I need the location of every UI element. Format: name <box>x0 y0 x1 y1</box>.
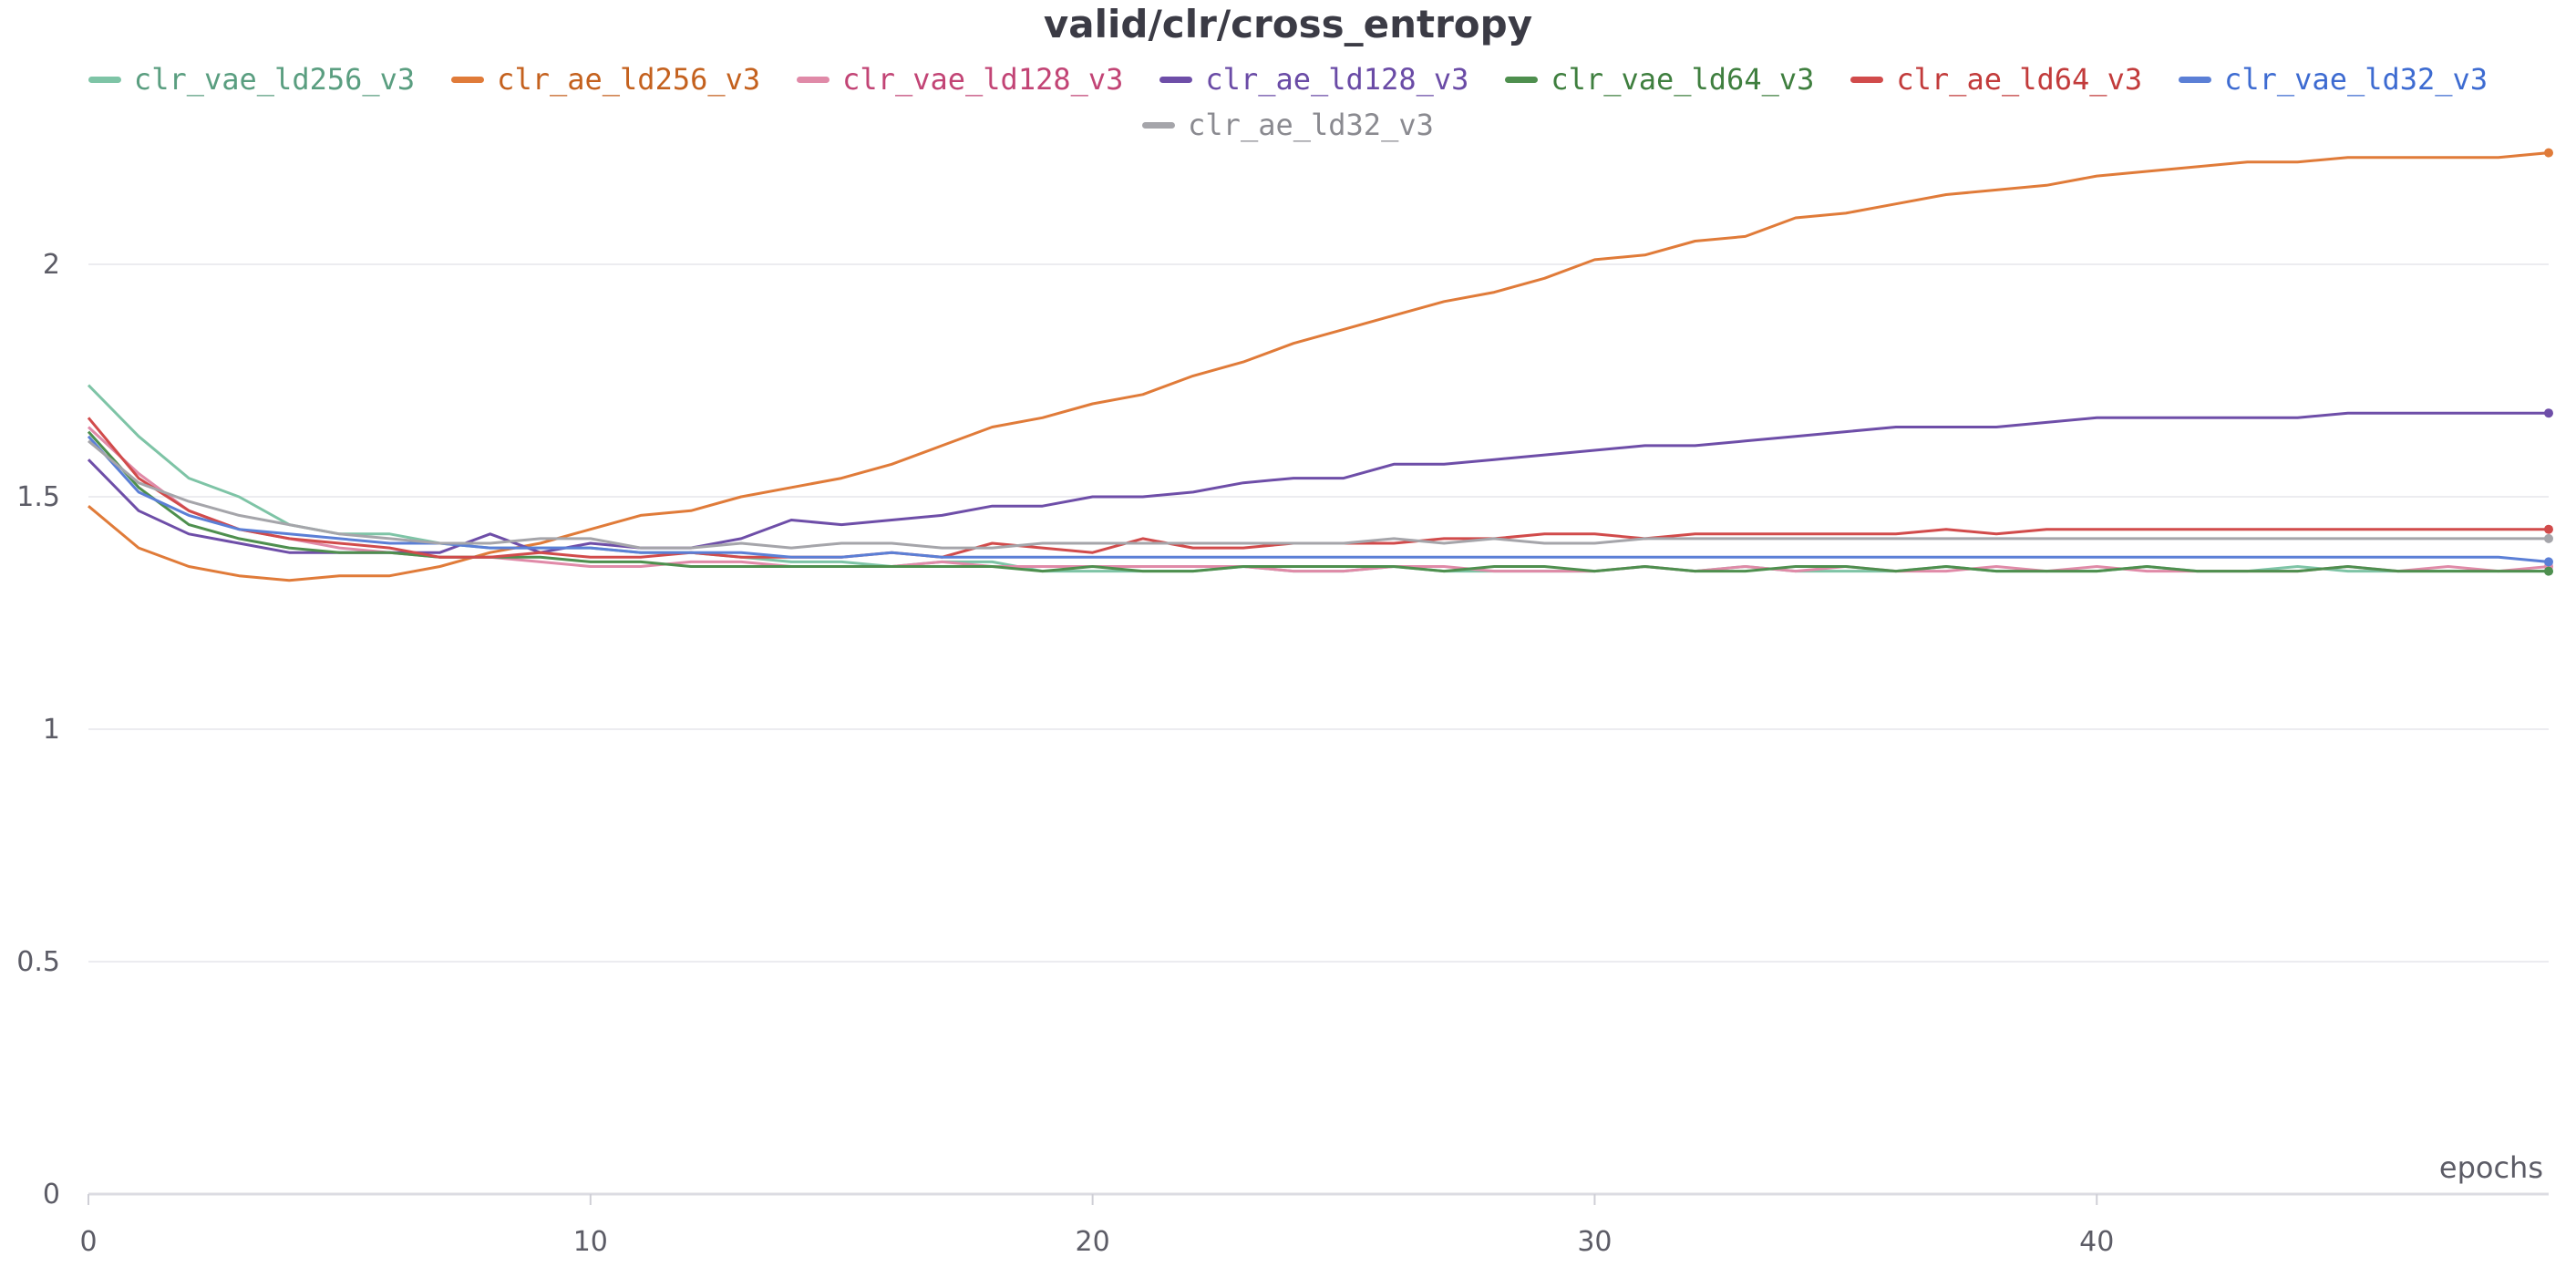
series-endpoint-clr_vae_ld64_v3 <box>2544 566 2553 576</box>
legend-swatch <box>88 76 121 83</box>
legend-label: clr_vae_ld32_v3 <box>2224 62 2488 97</box>
legend-item[interactable]: clr_vae_ld64_v3 <box>1505 60 1814 98</box>
series-endpoint-clr_ae_ld256_v3 <box>2544 148 2553 158</box>
series-lines <box>87 148 2553 582</box>
legend-label: clr_ae_ld128_v3 <box>1205 62 1469 97</box>
legend-label: clr_ae_ld256_v3 <box>497 62 761 97</box>
y-tick-label: 0 <box>43 1179 60 1210</box>
x-tick-label: 40 <box>2079 1226 2114 1258</box>
legend-item[interactable]: clr_vae_ld256_v3 <box>88 60 415 98</box>
legend-label: clr_ae_ld32_v3 <box>1188 108 1434 142</box>
legend-swatch <box>1850 76 1884 83</box>
legend-label: clr_vae_ld256_v3 <box>133 62 416 97</box>
legend-label: clr_ae_ld64_v3 <box>1896 62 2143 97</box>
x-axis-title: epochs <box>2439 1150 2543 1185</box>
series-endpoint-clr_ae_ld128_v3 <box>2544 408 2553 418</box>
legend-label: clr_vae_ld64_v3 <box>1551 62 1815 97</box>
series-endpoint-clr_ae_ld32_v3 <box>2544 533 2553 543</box>
legend-swatch <box>1505 76 1539 83</box>
series-line-clr_ae_ld32_v3[interactable] <box>88 439 2549 550</box>
series-line-clr_vae_ld64_v3[interactable] <box>87 430 2549 573</box>
legend-swatch <box>1159 76 1193 83</box>
legend-item[interactable]: clr_vae_ld128_v3 <box>797 60 1123 98</box>
y-tick-label: 0.5 <box>16 946 60 978</box>
series-line-clr_ae_ld64_v3[interactable] <box>87 417 2549 559</box>
series-line-clr_ae_ld256_v3[interactable] <box>88 151 2550 582</box>
series-endpoint-clr_vae_ld32_v3 <box>2544 557 2553 567</box>
x-tick-label: 10 <box>573 1226 608 1258</box>
legend-item[interactable]: clr_ae_ld128_v3 <box>1159 60 1468 98</box>
grid-lines <box>88 263 2549 963</box>
series-line-clr_vae_ld32_v3[interactable] <box>87 435 2550 563</box>
legend-swatch <box>2179 76 2212 83</box>
axes: 00.511.520 10 20 30 40 <box>16 249 2549 1258</box>
x-tick-label: 30 <box>1577 1226 1612 1258</box>
series-endpoint-clr_ae_ld64_v3 <box>2544 524 2553 534</box>
x-tick-label: 0 <box>79 1226 97 1258</box>
x-tick-label: 20 <box>1076 1226 1110 1258</box>
series-line-clr_ae_ld128_v3[interactable] <box>87 411 2549 554</box>
legend-label: clr_vae_ld128_v3 <box>842 62 1124 97</box>
y-tick-label: 2 <box>43 249 60 281</box>
series-line-clr_vae_ld128_v3[interactable] <box>87 426 2550 573</box>
legend: clr_vae_ld256_v3 clr_ae_ld256_v3 clr_vae_l… <box>0 60 2576 144</box>
chart-title: valid/clr/cross_entropy <box>1043 2 1533 46</box>
legend-swatch <box>797 76 830 83</box>
legend-item[interactable]: clr_ae_ld64_v3 <box>1850 60 2142 98</box>
legend-swatch <box>1142 121 1176 129</box>
legend-item[interactable]: clr_ae_ld256_v3 <box>451 60 760 98</box>
y-tick-label: 1.5 <box>16 481 60 513</box>
y-tick-label: 1 <box>43 714 60 746</box>
legend-item[interactable]: clr_ae_ld32_v3 <box>1142 106 1434 144</box>
legend-item[interactable]: clr_vae_ld32_v3 <box>2179 60 2488 98</box>
legend-swatch <box>451 76 485 83</box>
